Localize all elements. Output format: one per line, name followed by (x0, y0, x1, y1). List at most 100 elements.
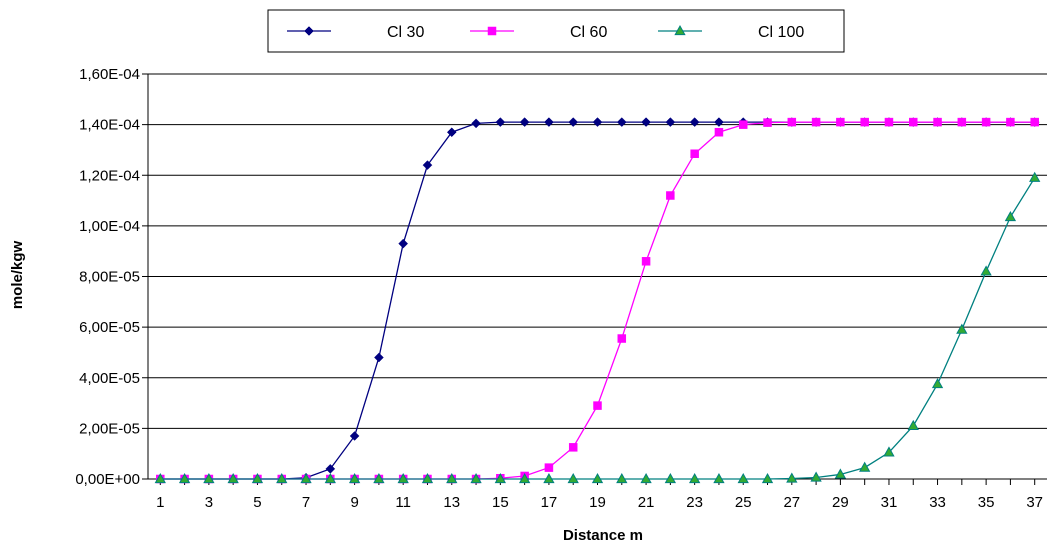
data-point-cl-60 (860, 117, 869, 127)
legend: Cl 30 Cl 60 Cl 100 (267, 9, 845, 53)
data-point-cl-100 (470, 472, 482, 484)
data-point-cl-100 (227, 472, 239, 484)
x-tick-label: 9 (350, 494, 358, 511)
legend-marker (674, 24, 686, 36)
data-point-cl-100 (980, 265, 992, 276)
data-point-cl-30 (471, 118, 481, 129)
data-point-cl-100 (276, 472, 288, 484)
data-point-cl-100 (907, 419, 919, 430)
data-point-cl-100 (518, 472, 531, 484)
data-point-cl-100 (616, 472, 628, 484)
data-point-cl-30 (714, 117, 724, 127)
data-point-cl-60 (738, 120, 748, 129)
x-tick-label: 37 (1026, 494, 1043, 511)
data-point-cl-30 (519, 117, 530, 127)
data-point-cl-100 (956, 323, 968, 334)
data-point-cl-60 (593, 401, 602, 410)
data-point-cl-60 (763, 118, 772, 127)
y-tick-label: 1,60E-04 (79, 66, 140, 83)
data-point-cl-30 (544, 117, 554, 127)
data-point-cl-100 (1004, 210, 1017, 222)
data-point-cl-100 (664, 472, 677, 484)
series-cl-100 (154, 171, 1041, 484)
x-tick-label: 1 (156, 494, 164, 511)
data-point-cl-100 (203, 472, 215, 484)
data-point-cl-100 (178, 472, 191, 484)
data-point-cl-100 (713, 472, 725, 484)
data-point-cl-30 (616, 117, 627, 127)
series-layer (154, 117, 1041, 484)
legend-item-cl-30: Cl 30 (287, 24, 424, 41)
y-tick-label: 8,00E-05 (79, 269, 140, 286)
data-point-cl-30 (325, 464, 336, 474)
data-point-cl-60 (787, 117, 797, 127)
data-point-cl-100 (737, 472, 749, 484)
x-tick-label: 21 (638, 494, 655, 511)
data-point-cl-100 (834, 468, 847, 479)
data-point-cl-30 (665, 117, 676, 127)
x-tick-label: 3 (205, 494, 213, 511)
data-point-cl-30 (568, 117, 579, 127)
data-point-cl-30 (422, 160, 433, 170)
x-tick-label: 17 (541, 494, 558, 511)
data-point-cl-30 (446, 127, 457, 138)
data-point-cl-60 (1006, 117, 1015, 127)
data-point-cl-100 (446, 472, 458, 484)
x-tick-label: 23 (686, 494, 703, 511)
legend-label: Cl 60 (570, 24, 607, 41)
y-tick-label: 6,00E-05 (79, 319, 140, 336)
legend-box (267, 9, 845, 53)
legend-marker (304, 26, 314, 36)
gridlines (148, 73, 1047, 429)
x-tick-label: 11 (395, 494, 411, 511)
x-tick-label: 13 (443, 494, 460, 511)
data-point-cl-100 (421, 472, 434, 484)
data-point-cl-100 (1029, 171, 1041, 182)
data-point-cl-60 (1030, 117, 1039, 127)
y-tick-labels: 0,00E+00 2,00E-05 4,00E-05 6,00E-05 8,00E-05… (75, 66, 148, 488)
data-point-cl-100 (154, 472, 166, 484)
data-point-cl-60 (714, 127, 724, 137)
data-point-cl-100 (567, 472, 579, 484)
y-axis-title: mole/kgw (9, 240, 26, 309)
data-point-cl-60 (836, 117, 845, 127)
x-tick-labels: 1 3 5 7 9 11 13 15 17 19 21 23 25 27 29 31 33 35 37 (156, 479, 1043, 511)
x-tick-label: 19 (589, 494, 606, 511)
legend-label: Cl 100 (758, 24, 804, 41)
legend-marker (487, 26, 497, 36)
data-point-cl-100 (689, 472, 701, 484)
x-axis-title: Distance m (563, 527, 643, 544)
legend-label: Cl 30 (387, 24, 424, 41)
data-point-cl-60 (568, 443, 578, 452)
data-point-cl-100 (761, 472, 774, 484)
series-line-cl-100 (160, 177, 1036, 480)
data-point-cl-100 (300, 472, 312, 484)
data-point-cl-100 (883, 446, 895, 457)
data-point-cl-100 (859, 461, 871, 472)
data-point-cl-60 (544, 463, 554, 472)
data-point-cl-60 (981, 117, 991, 127)
data-point-cl-30 (641, 117, 651, 127)
data-point-cl-60 (811, 117, 821, 127)
y-tick-label: 4,00E-05 (79, 370, 140, 387)
x-tick-label: 15 (492, 494, 509, 511)
x-tick-label: 27 (783, 494, 800, 511)
y-tick-label: 1,00E-04 (79, 218, 140, 235)
data-point-cl-100 (591, 472, 604, 484)
x-tick-label: 29 (832, 494, 849, 511)
legend-item-cl-60: Cl 60 (470, 24, 607, 41)
data-point-cl-60 (690, 149, 699, 158)
legend-item-cl-100: Cl 100 (658, 24, 804, 41)
data-point-cl-100 (931, 378, 944, 389)
y-tick-label: 1,40E-04 (79, 117, 140, 134)
data-point-cl-100 (543, 472, 555, 484)
data-point-cl-60 (884, 117, 894, 127)
data-point-cl-100 (397, 472, 409, 484)
data-point-cl-100 (640, 472, 652, 484)
data-point-cl-60 (641, 257, 651, 266)
y-tick-label: 0,00E+00 (75, 471, 140, 488)
data-point-cl-60 (933, 117, 942, 127)
x-tick-label: 31 (881, 494, 898, 511)
x-tick-label: 5 (253, 494, 261, 511)
